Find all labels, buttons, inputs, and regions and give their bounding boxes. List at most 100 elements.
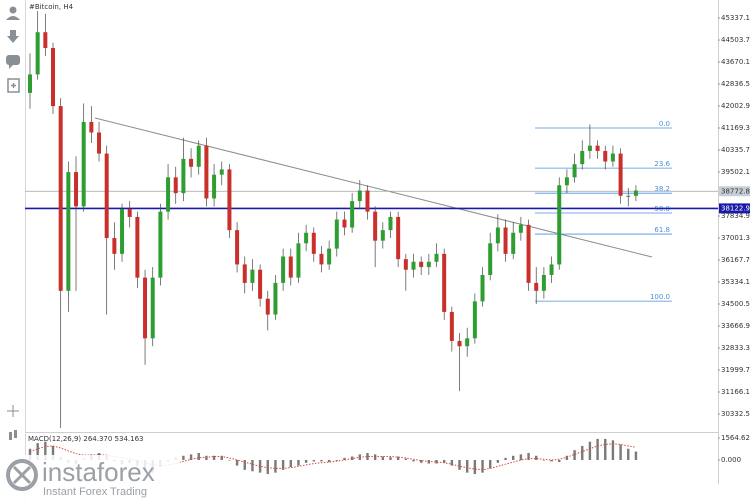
macd-bar xyxy=(189,454,193,460)
candle-body xyxy=(265,298,270,315)
indicator-icon[interactable] xyxy=(9,430,17,440)
candle-body xyxy=(258,269,263,299)
macd-title: MACD(12,26,9) 264.370 534.163 xyxy=(28,435,144,443)
y-tick-label: 42002.90 xyxy=(721,102,750,110)
macd-bar xyxy=(634,451,638,460)
macd-bar xyxy=(36,443,39,460)
candle-body xyxy=(212,174,217,199)
macd-bar xyxy=(228,459,231,461)
macd-bar xyxy=(44,441,47,460)
macd-bar xyxy=(312,459,315,462)
candle-body xyxy=(626,195,631,197)
add-icon[interactable] xyxy=(7,78,20,93)
candle-body xyxy=(396,216,401,260)
macd-bar xyxy=(251,459,254,472)
macd-bar xyxy=(550,459,553,462)
candle-body xyxy=(442,253,447,312)
macd-bar xyxy=(573,450,576,460)
macd-bar xyxy=(627,448,630,460)
candle-body xyxy=(97,132,102,154)
macd-bar xyxy=(396,456,400,460)
candle-body xyxy=(288,256,293,278)
y-tick-label: 43670.10 xyxy=(721,58,750,66)
candle-body xyxy=(204,145,209,199)
candle-body xyxy=(327,248,332,265)
candle-body xyxy=(296,243,301,278)
macd-bar xyxy=(235,459,239,466)
macd-bar xyxy=(381,456,385,460)
macd-bar xyxy=(558,459,561,463)
candle-body xyxy=(595,145,600,151)
chat-icon[interactable] xyxy=(6,55,20,69)
y-tick-label: 40335.70 xyxy=(721,146,750,154)
candle-body xyxy=(511,232,516,254)
candle-body xyxy=(564,177,569,186)
candle-body xyxy=(342,219,347,228)
macd-bar xyxy=(504,457,507,460)
logo: instaforex Instant Forex Trading xyxy=(0,455,180,500)
macd-bar xyxy=(28,448,32,460)
crosshair-icon[interactable] xyxy=(7,405,19,417)
macd-bar xyxy=(535,455,538,460)
macd-bar xyxy=(604,438,607,460)
download-icon[interactable] xyxy=(7,30,19,43)
fib-label: 0.0 xyxy=(659,120,670,128)
macd-bar xyxy=(481,459,484,473)
macd-bar xyxy=(496,459,500,463)
candle-body xyxy=(495,227,500,244)
macd-bar xyxy=(596,438,599,460)
macd-bar xyxy=(542,459,546,461)
candle-body xyxy=(610,153,615,162)
y-tick-label: 34500.50 xyxy=(721,300,750,308)
macd-bar xyxy=(435,459,438,464)
brand-name: instaforex xyxy=(42,457,155,487)
candle-body xyxy=(319,253,324,265)
macd-bar xyxy=(343,457,346,460)
candle-body xyxy=(357,190,362,202)
candle-body xyxy=(480,274,485,302)
candle-body xyxy=(580,150,585,165)
y-tick-label: 36167.70 xyxy=(721,256,750,264)
candle-body xyxy=(127,209,132,217)
macd-bar xyxy=(289,459,292,468)
macd-bar xyxy=(619,444,622,460)
candle-body xyxy=(196,145,201,167)
macd-bar xyxy=(274,459,277,473)
candle-body xyxy=(166,177,171,212)
macd-bar xyxy=(442,459,446,463)
macd-bar xyxy=(404,458,408,460)
candle-body xyxy=(51,48,56,107)
candle-body xyxy=(557,185,562,265)
candle-body xyxy=(150,277,155,339)
candle-body xyxy=(380,230,385,241)
candle-body xyxy=(572,164,577,178)
fib-label: 38.2 xyxy=(654,185,670,193)
macd-bar xyxy=(51,445,55,460)
candle-body xyxy=(403,259,408,270)
candle-body xyxy=(633,190,638,196)
y-tick-label: 33666.90 xyxy=(721,322,750,330)
y-tick-label: 30332.50 xyxy=(721,410,750,418)
candle-body xyxy=(173,177,178,194)
macd-bar xyxy=(182,455,185,460)
candle-body xyxy=(541,274,546,291)
y-tick-label: 31999.70 xyxy=(721,366,750,374)
toolbar xyxy=(6,6,20,440)
macd-bar xyxy=(205,455,208,460)
macd-bar xyxy=(565,455,569,460)
macd-bar xyxy=(327,459,331,463)
macd-bar xyxy=(320,459,323,462)
candle-body xyxy=(549,264,554,275)
candle-body xyxy=(373,211,378,241)
candle-body xyxy=(250,269,255,283)
candle-body xyxy=(304,232,309,244)
macd-bar xyxy=(512,455,515,460)
macd-bar xyxy=(335,459,338,461)
candle-body xyxy=(43,32,48,49)
user-icon[interactable] xyxy=(6,6,20,21)
candle-body xyxy=(434,253,439,262)
candle-body xyxy=(472,301,477,339)
price-label-box xyxy=(719,203,750,214)
